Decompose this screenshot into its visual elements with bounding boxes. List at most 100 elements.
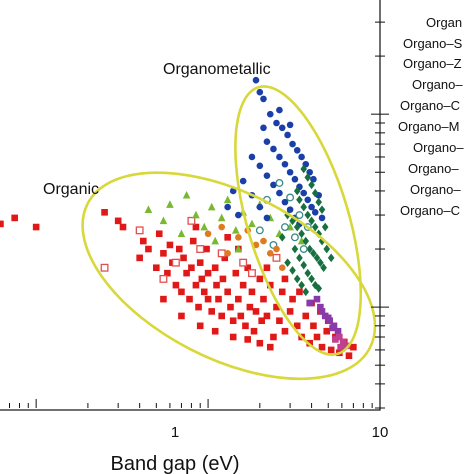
data-point-organic-0-58 <box>276 317 283 325</box>
data-point-organic-0-40 <box>229 317 237 325</box>
data-point-organic-0-49 <box>250 327 258 335</box>
data-point-organometallic-6-8 <box>329 324 336 332</box>
data-point-organic-0-38 <box>224 288 231 296</box>
data-point-organometallic-3-26 <box>263 172 271 179</box>
data-point-organic-1-6 <box>248 269 256 278</box>
data-point-organic-0-10 <box>155 230 163 238</box>
data-point-organometallic-4-1 <box>304 173 312 182</box>
data-point-organic-8-7 <box>224 250 231 257</box>
data-point-organometallic-4-8 <box>304 210 312 220</box>
data-point-organometallic-3-36 <box>263 214 271 222</box>
data-point-organometallic-5-5 <box>290 233 299 242</box>
data-point-organometallic-3-15 <box>276 153 283 161</box>
data-point-organometallic-3-16 <box>281 160 289 168</box>
data-point-organometallic-5-1 <box>286 193 295 202</box>
data-point-organometallic-4-33 <box>323 244 331 254</box>
data-point-organometallic-3-14 <box>270 145 277 153</box>
data-point-organic-0-51 <box>256 275 264 283</box>
data-point-organometallic-3-35 <box>256 203 264 211</box>
x-axis-title: Band gap (eV) <box>111 453 240 474</box>
data-points-layer <box>0 76 357 359</box>
data-point-organometallic-7-4 <box>337 343 344 351</box>
data-point-organometallic-4-32 <box>302 287 310 297</box>
data-point-organic-1-3 <box>171 258 180 267</box>
data-point-organometallic-6-0 <box>317 303 324 311</box>
data-point-organometallic-5-6 <box>299 245 308 253</box>
data-point-organic-0-67 <box>310 322 317 330</box>
data-point-organometallic-3-13 <box>263 138 271 145</box>
data-point-organic-0-7 <box>139 237 147 245</box>
data-point-organometallic-3-27 <box>270 181 277 189</box>
data-point-organometallic-3-4 <box>273 119 280 127</box>
data-point-organic-0-68 <box>313 333 321 341</box>
data-point-organic-1-7 <box>272 253 281 262</box>
data-point-organic-2-8 <box>223 195 232 204</box>
data-point-organometallic-6-9 <box>306 299 313 307</box>
annotation-organometallic: Organometallic <box>163 61 271 78</box>
data-point-organic-0-69 <box>318 343 326 351</box>
data-point-organometallic-3-7 <box>289 140 296 148</box>
data-point-organic-0-31 <box>208 308 216 315</box>
data-point-organic-0-80 <box>196 322 204 330</box>
data-point-organometallic-4-38 <box>293 186 301 196</box>
data-point-organometallic-4-27 <box>315 284 322 293</box>
data-point-organic-0-37 <box>221 254 229 262</box>
data-point-organic-0-53 <box>260 295 267 303</box>
data-point-organic-1-4 <box>187 216 196 225</box>
data-point-organic-0-23 <box>192 281 200 289</box>
data-point-organic-0-2 <box>32 223 40 231</box>
data-point-organometallic-3-18 <box>291 175 299 183</box>
data-point-organic-8-1 <box>235 234 242 241</box>
data-point-organometallic-3-0 <box>252 76 260 84</box>
data-point-organic-2-3 <box>182 190 191 199</box>
axis-ticks <box>9 21 389 409</box>
data-point-organic-1-2 <box>159 274 168 283</box>
data-point-organometallic-3-21 <box>304 196 312 204</box>
organic-envelope <box>81 171 377 381</box>
data-point-organic-0-25 <box>196 259 204 266</box>
data-point-organic-0-43 <box>237 312 245 320</box>
data-point-organometallic-7-0 <box>336 333 343 341</box>
envelopes-layer <box>81 85 377 381</box>
legend-label: Organo– <box>410 182 461 197</box>
data-point-organometallic-5-2 <box>295 211 304 220</box>
data-point-organic-0-15 <box>172 281 180 289</box>
data-point-organic-0-76 <box>350 343 357 351</box>
data-point-organic-0-79 <box>178 312 185 320</box>
data-point-organometallic-4-16 <box>306 244 313 254</box>
data-point-organic-0-60 <box>281 327 289 335</box>
data-point-organic-0-41 <box>232 269 240 277</box>
data-point-organometallic-4-23 <box>300 260 308 270</box>
x-tick-label-10: 10 <box>372 424 389 441</box>
data-point-organometallic-3-9 <box>298 153 305 161</box>
data-point-organic-0-22 <box>189 237 197 245</box>
data-point-organometallic-4-21 <box>291 244 299 254</box>
data-point-organic-2-6 <box>207 202 216 211</box>
data-point-organic-0-83 <box>244 336 251 343</box>
data-point-organometallic-3-1 <box>256 88 264 96</box>
data-point-organic-1-0 <box>100 263 109 272</box>
data-point-organic-0-71 <box>327 346 335 354</box>
legend-label: Organo–S <box>403 36 463 51</box>
data-point-organic-0-18 <box>180 254 187 262</box>
data-point-organic-0-21 <box>188 264 195 272</box>
data-point-organic-0-88 <box>263 264 271 272</box>
data-point-organic-0-59 <box>278 288 286 296</box>
data-point-organometallic-4-30 <box>293 274 301 284</box>
x-tick-label-1: 1 <box>171 424 179 441</box>
data-point-organic-0-19 <box>183 269 190 277</box>
data-point-organic-0-75 <box>345 352 353 359</box>
data-point-organometallic-4-25 <box>308 274 315 284</box>
data-point-organometallic-3-5 <box>278 124 286 132</box>
data-point-organometallic-7-3 <box>332 336 339 343</box>
data-point-organic-0-90 <box>296 288 303 296</box>
data-point-organic-0-44 <box>239 281 247 289</box>
data-point-organic-0-12 <box>164 269 171 277</box>
data-point-organic-2-17 <box>211 236 219 245</box>
data-point-organometallic-4-35 <box>278 233 286 242</box>
data-point-organometallic-3-17 <box>286 168 294 176</box>
data-point-organic-0-55 <box>266 281 274 289</box>
data-point-organometallic-4-24 <box>304 268 312 278</box>
legend-label: Organo– <box>412 77 463 92</box>
